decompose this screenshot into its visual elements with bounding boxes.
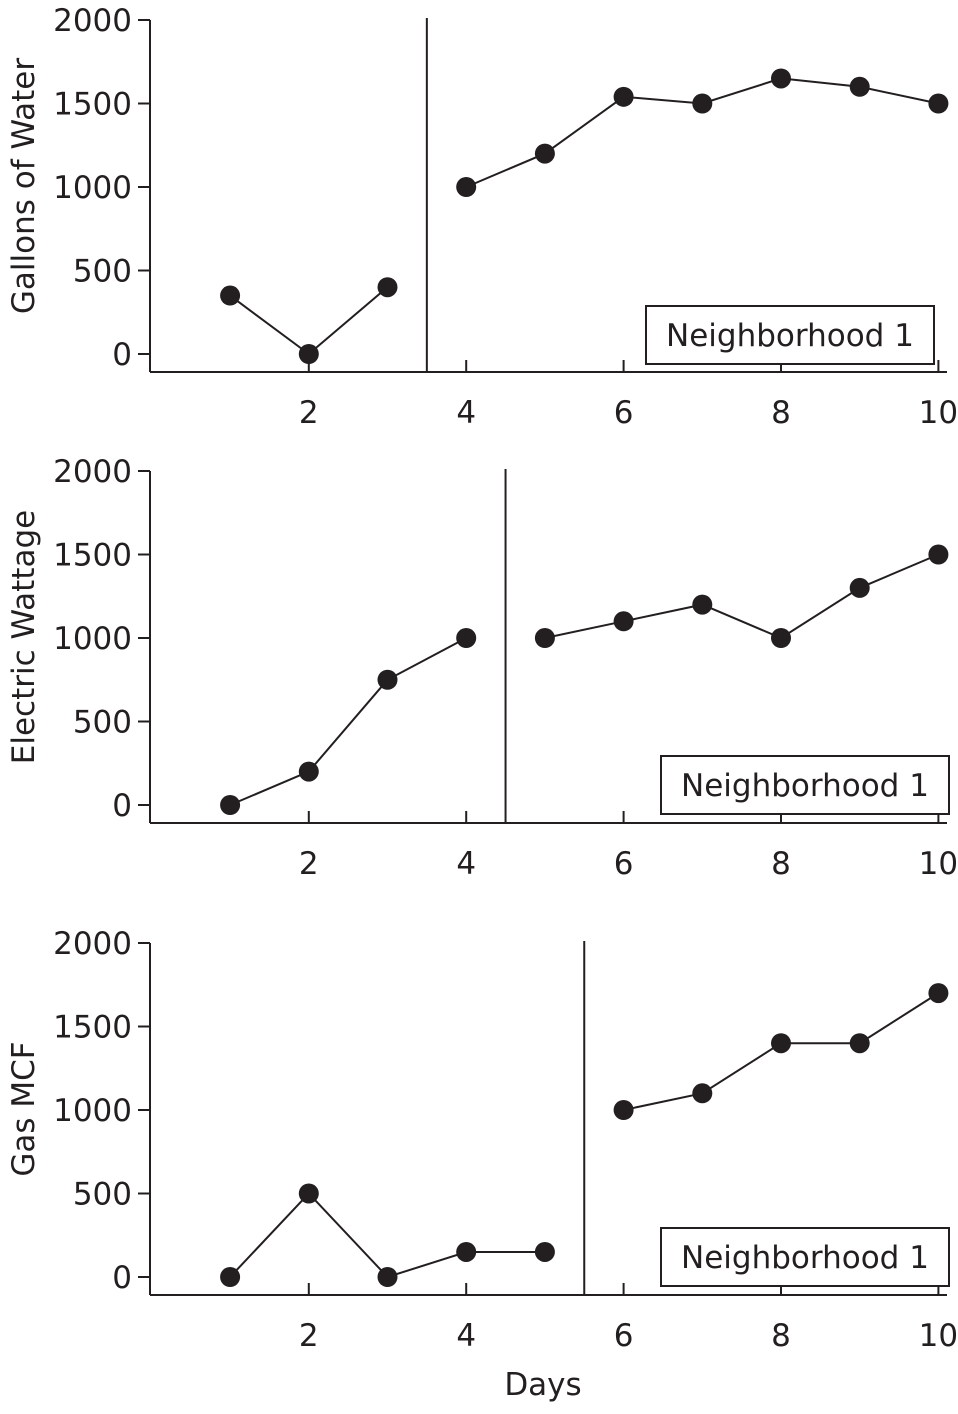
x-tick-label: 10	[919, 846, 958, 882]
data-point	[692, 1083, 713, 1104]
data-point	[928, 983, 949, 1004]
y-tick-label: 500	[73, 254, 132, 290]
data-point	[298, 1183, 319, 1204]
data-point	[220, 1267, 241, 1287]
data-point	[298, 344, 319, 364]
data-point	[771, 68, 791, 89]
legend-box	[660, 755, 950, 815]
data-point	[928, 544, 949, 565]
y-tick-label: 1000	[53, 621, 132, 657]
data-point	[771, 628, 791, 648]
x-tick-label: 6	[614, 395, 634, 431]
x-tick-label: 10	[919, 1318, 958, 1354]
y-tick-label: 2000	[53, 454, 132, 490]
x-axis-label: Days	[504, 1367, 581, 1403]
x-tick-label: 8	[771, 846, 791, 882]
y-axis-label: Gallons of Water	[6, 58, 42, 314]
legend-box	[660, 1227, 950, 1287]
data-point	[456, 628, 477, 648]
y-tick-label: 500	[73, 1177, 132, 1213]
y-tick-label: 1000	[53, 1093, 132, 1129]
data-point	[377, 277, 398, 298]
y-tick-label: 0	[112, 1260, 132, 1296]
series-line-1	[229, 286, 389, 356]
data-point	[377, 669, 398, 690]
y-tick-label: 2000	[53, 926, 132, 962]
data-point	[534, 628, 555, 648]
y-axis-label: Electric Wattage	[6, 510, 42, 764]
series-line-2	[544, 553, 939, 640]
series-line-1	[229, 637, 467, 806]
y-tick-label: 1500	[53, 538, 132, 574]
x-tick-label: 8	[771, 1318, 791, 1354]
data-point	[534, 143, 555, 164]
x-tick-label: 8	[771, 395, 791, 431]
x-tick-label: 2	[299, 846, 319, 882]
y-axis-label: Gas MCF	[6, 1041, 42, 1176]
legend-label: Neighborhood 1	[681, 768, 929, 804]
data-point	[377, 1267, 398, 1287]
y-tick-label: 500	[73, 705, 132, 741]
legend-label: Neighborhood 1	[681, 1240, 929, 1276]
data-point	[692, 93, 713, 114]
y-tick-label: 1500	[53, 1010, 132, 1046]
data-point	[692, 594, 713, 615]
data-point	[298, 761, 319, 782]
data-point	[613, 611, 634, 632]
legend-label: Neighborhood 1	[666, 318, 914, 354]
data-point	[456, 1241, 477, 1262]
data-point	[849, 76, 870, 97]
x-tick-label: 4	[456, 395, 476, 431]
data-point	[771, 1033, 791, 1054]
x-tick-label: 4	[456, 846, 476, 882]
y-tick-label: 1500	[53, 87, 132, 123]
data-point	[849, 1033, 870, 1054]
data-point	[928, 93, 949, 114]
data-point	[613, 1100, 634, 1120]
data-point	[220, 795, 241, 815]
chart-panel-1: 0 500 1000 1500 2000 2 4 6 8 10 Gallons of Water Ne…	[6, 3, 958, 431]
y-tick-label: 0	[112, 788, 132, 824]
chart-panel-2: 0 500 1000 1500 2000 2 4 6 8 10 Electric Wattage Ne…	[6, 454, 958, 882]
x-tick-label: 6	[614, 1318, 634, 1354]
series-line-1	[229, 1192, 545, 1279]
data-point	[849, 577, 870, 598]
data-point	[220, 285, 241, 306]
x-tick-label: 4	[456, 1318, 476, 1354]
data-point	[613, 86, 634, 107]
chart-panel-3: 0 500 1000 1500 2000 2 4 6 8 10 Gas MCF Days Neighbo…	[6, 926, 958, 1403]
x-tick-label: 2	[299, 395, 319, 431]
y-tick-label: 1000	[53, 170, 132, 206]
x-tick-label: 2	[299, 1318, 319, 1354]
y-tick-label: 2000	[53, 3, 132, 39]
y-tick-label: 0	[112, 337, 132, 373]
x-tick-label: 10	[919, 395, 958, 431]
data-point	[456, 177, 477, 197]
data-point	[534, 1241, 555, 1262]
legend-box	[645, 305, 935, 365]
x-tick-label: 6	[614, 846, 634, 882]
